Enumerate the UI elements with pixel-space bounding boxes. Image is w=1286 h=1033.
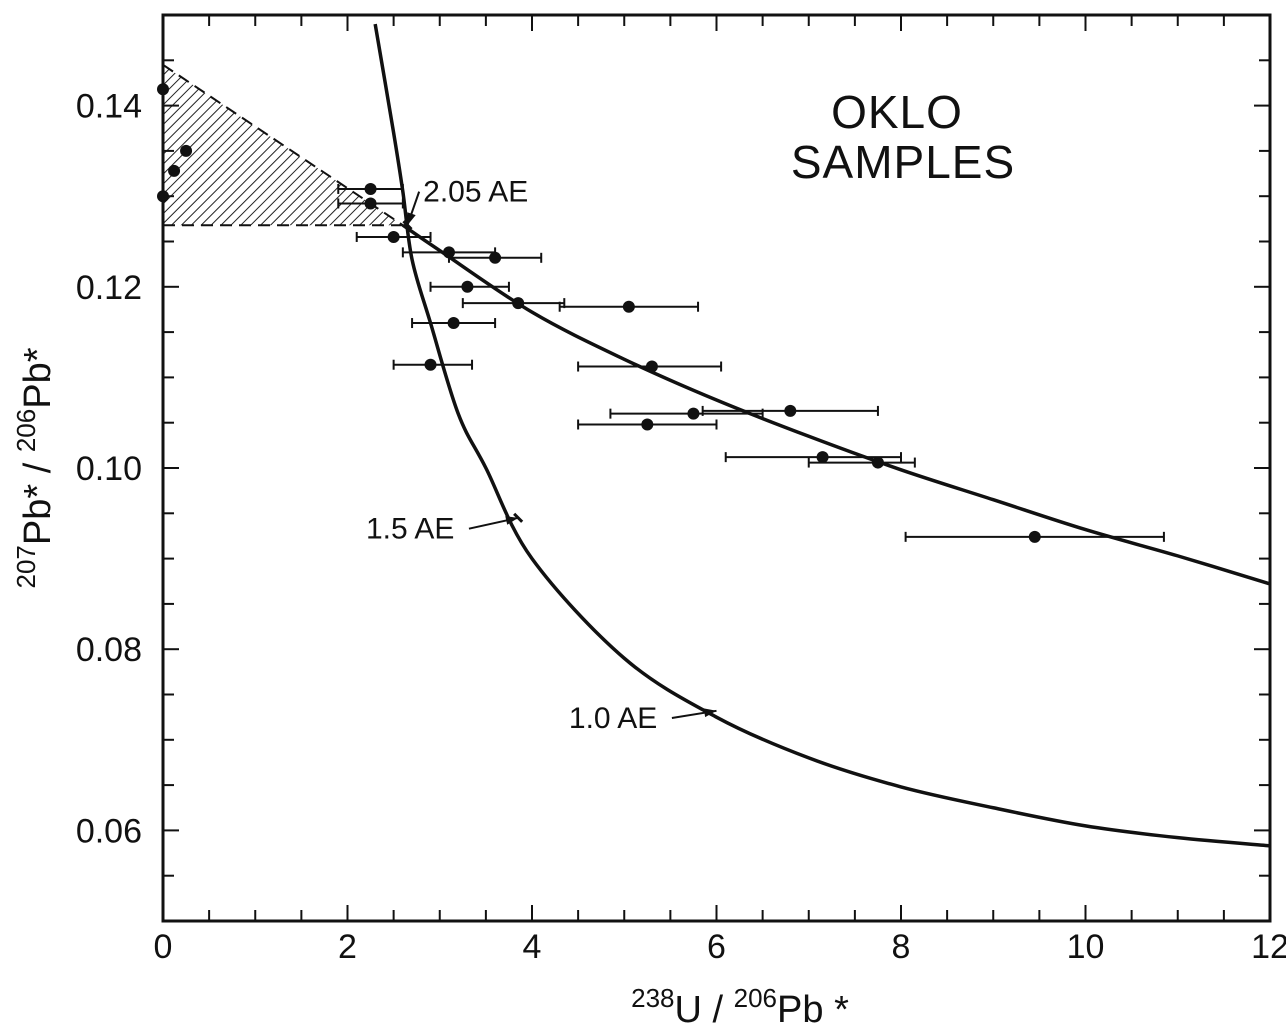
x-axis-label-superscript: 238 [631,983,674,1013]
y-tick-label: 0.12 [76,269,142,307]
x-tick-label: 4 [523,928,542,966]
arrowhead [407,212,416,226]
x-axis-label: 238U / 206Pb * [631,983,849,1031]
curve-label: 2.05 AE [423,176,528,209]
y-axis-label-text: Pb* [17,347,59,408]
data-point [622,300,635,313]
x-tick-label: 6 [707,928,726,966]
data-point [168,164,181,177]
data-point [442,246,455,259]
data-point [489,251,502,264]
y-axis-label-text: Pb* / [17,452,59,545]
curve-label: 1.0 AE [569,702,657,735]
data-point [461,280,474,293]
x-axis-label-text: U / [675,989,734,1031]
data-point [687,407,700,420]
plot-frame [161,13,1272,923]
y-axis-label: 207Pb* / 206Pb* [11,347,59,588]
data-point [387,230,400,243]
y-axis-label-superscript: 207 [11,545,41,588]
arrowhead [703,708,717,718]
tick-layer: 0 2 4 6 8 10 12 0.06 0.08 0.10 0.12 0.14 [76,14,1286,966]
arrowhead [505,516,519,525]
y-axis-label-superscript: 206 [11,409,41,452]
hatched-region-upper-edge [162,63,404,227]
data-point [512,297,525,310]
x-tick-label: 10 [1067,928,1105,966]
curve-label: 1.5 AE [366,513,454,546]
x-tick-label: 8 [892,928,911,966]
x-tick-label: 12 [1251,928,1286,966]
data-point [364,182,377,195]
data-point [784,404,797,417]
data-point [364,197,377,210]
data-point [447,317,460,330]
chart-title-line-1: OKLO [831,86,963,138]
data-point [645,360,658,373]
chart-title-line-2: SAMPLES [791,136,1015,188]
x-axis-label-text: Pb * [777,989,849,1031]
data-point [816,451,829,464]
concordia-curve-2 [401,223,1271,586]
data-point [180,144,193,157]
shaded-region-layer [162,63,404,227]
data-point [1028,530,1041,543]
annotation-layer: 2.05 AE 1.5 AE 1.0 AE [366,176,717,735]
data-point [424,358,437,371]
y-tick-label: 0.06 [76,812,142,850]
y-tick-label: 0.10 [76,450,142,488]
x-tick-label: 2 [338,928,357,966]
data-point-layer [157,83,1165,543]
x-axis-label-superscript: 206 [734,983,777,1013]
data-point [641,418,654,431]
x-tick-label: 0 [154,928,173,966]
data-point [871,456,884,469]
y-tick-label: 0.14 [76,88,142,126]
y-tick-label: 0.08 [76,631,142,669]
